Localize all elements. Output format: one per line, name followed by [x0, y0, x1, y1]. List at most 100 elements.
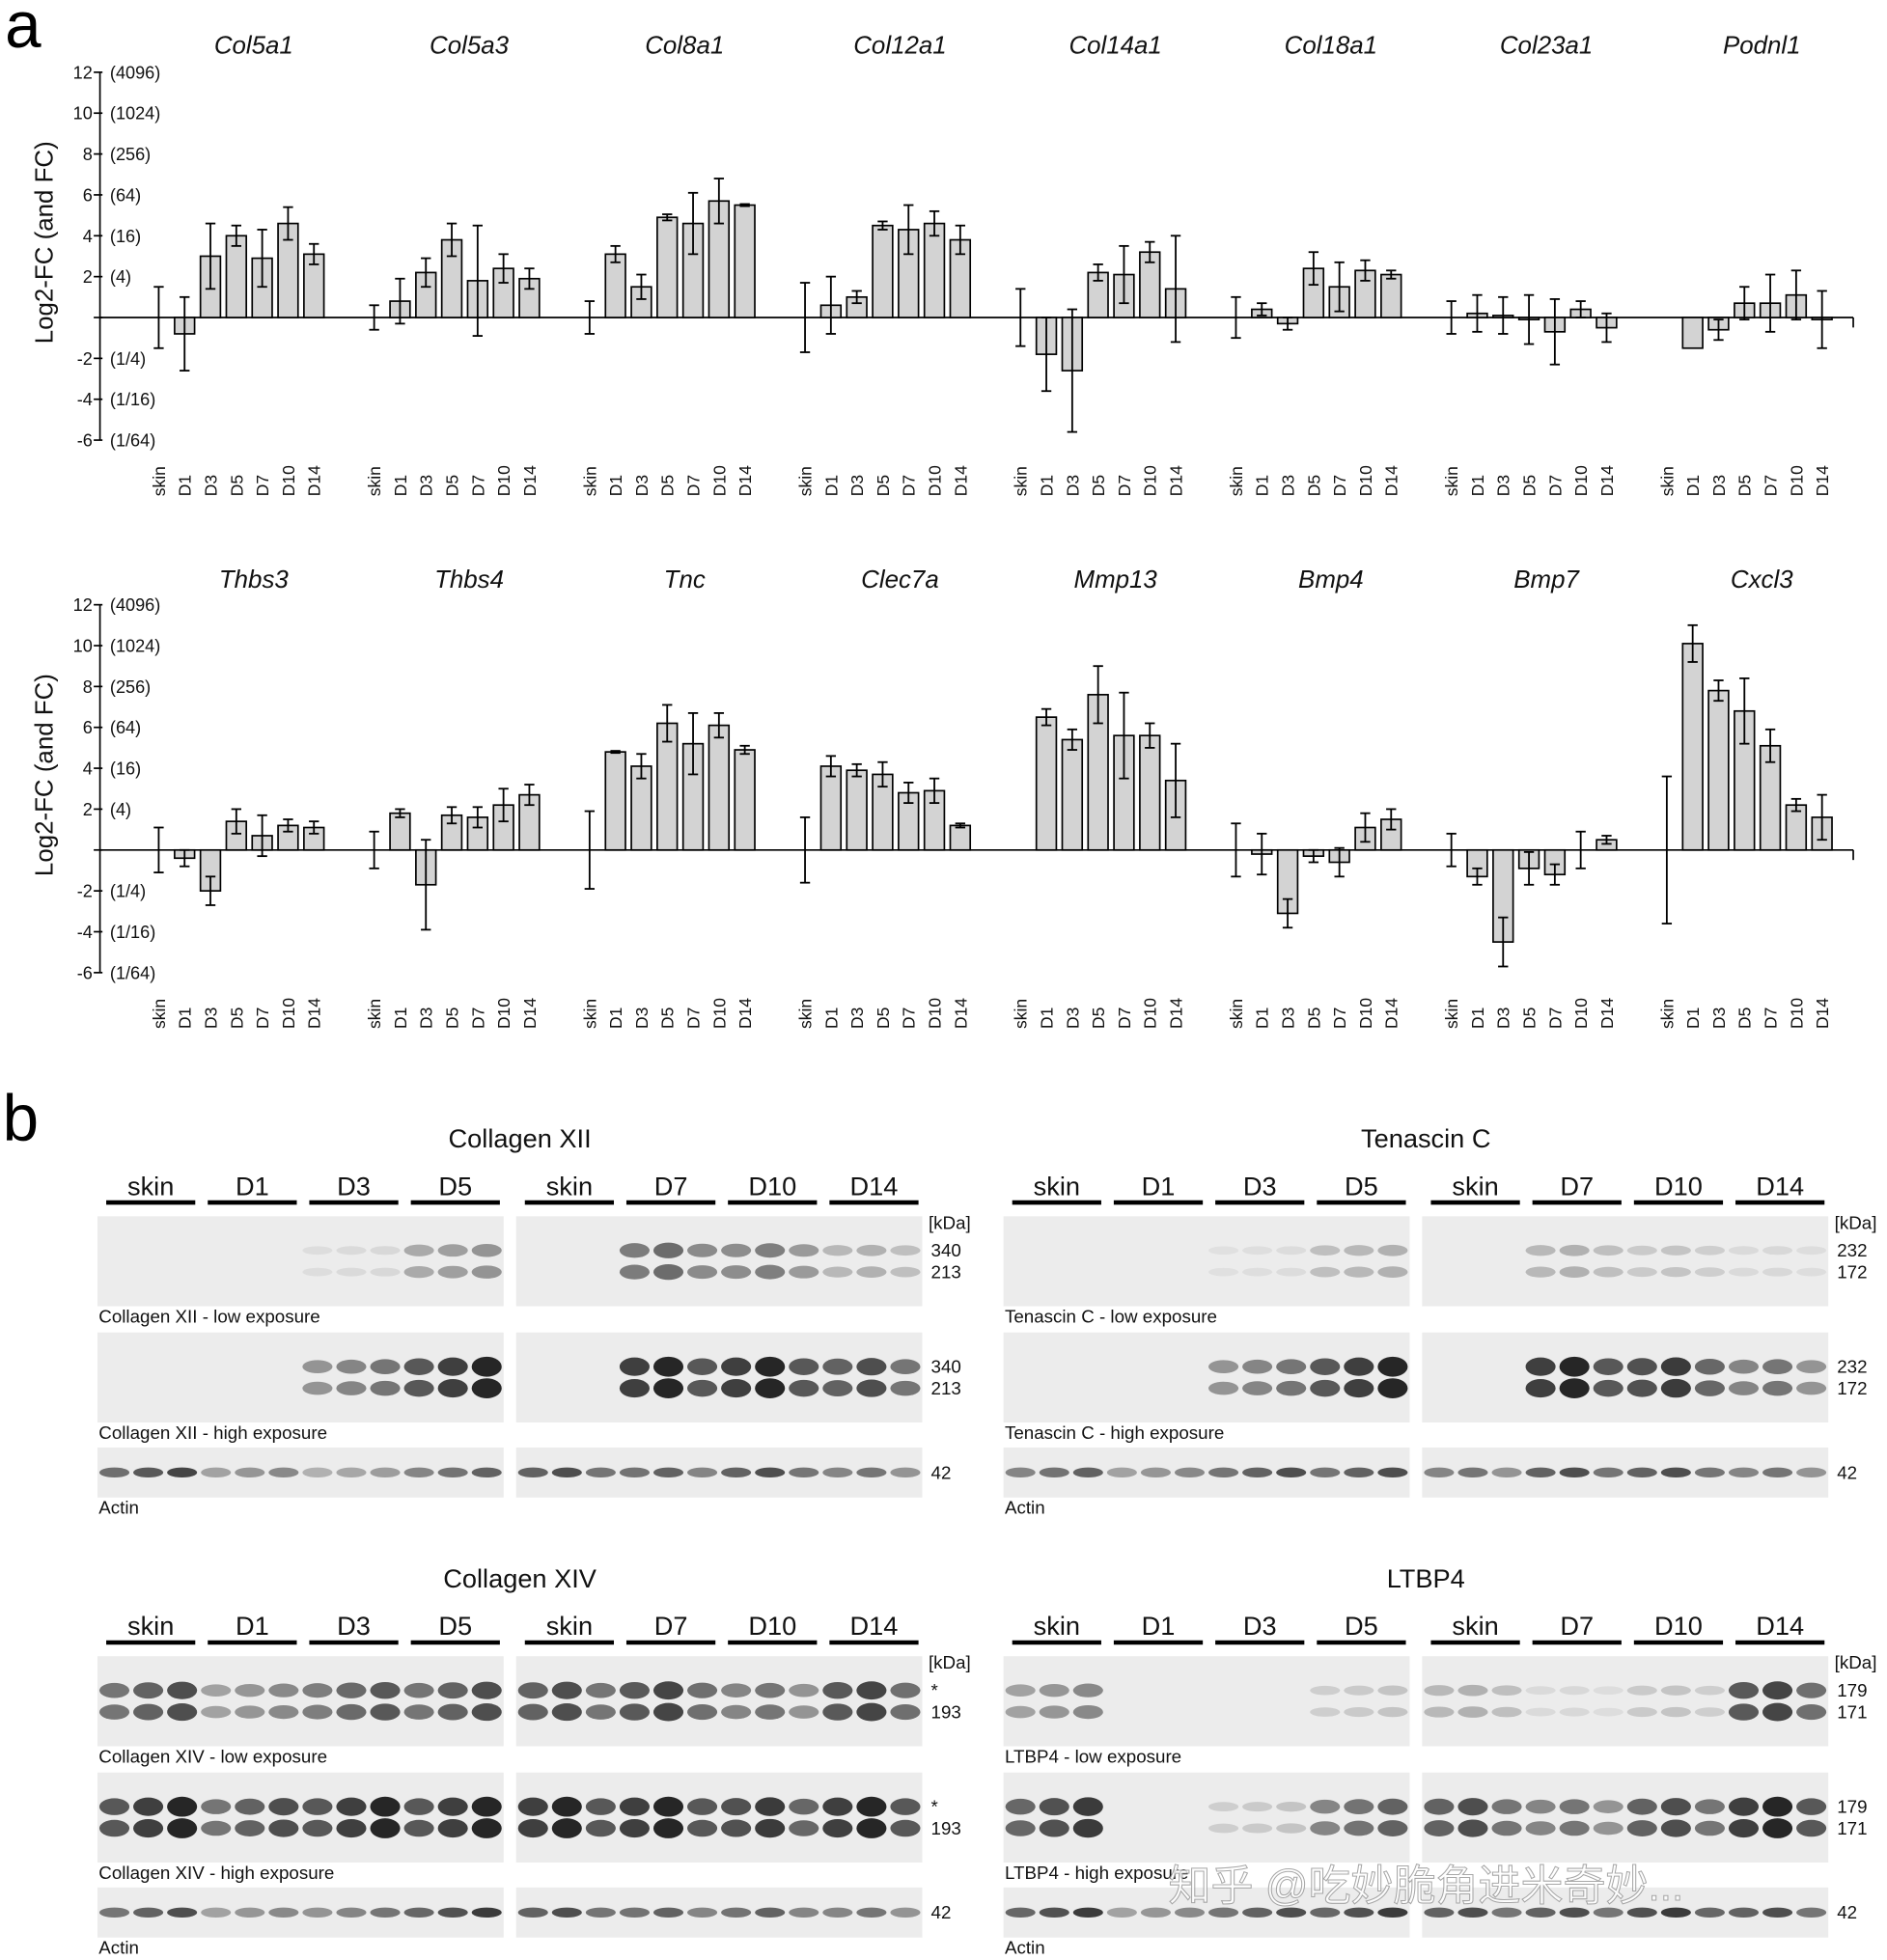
protein-band — [336, 1381, 367, 1395]
x-tick-label: D3 — [847, 1008, 867, 1029]
error-bar — [205, 875, 216, 906]
error-bar — [1472, 293, 1483, 333]
x-tick-label: D5 — [1735, 1008, 1755, 1029]
protein-band — [133, 1818, 164, 1838]
protein-band — [1310, 1266, 1341, 1278]
protein-band — [1660, 1266, 1691, 1278]
protein-band — [1005, 1798, 1036, 1815]
x-tick-label: D3 — [1063, 475, 1082, 496]
x-tick-label: D7 — [468, 1008, 487, 1029]
protein-band — [133, 1907, 164, 1918]
protein-band — [403, 1798, 434, 1815]
protein-band — [437, 1265, 468, 1279]
error-bar — [395, 808, 405, 818]
error-bar — [877, 220, 888, 231]
x-tick-label: D5 — [658, 1008, 678, 1029]
protein-band — [1593, 1707, 1623, 1717]
x-tick-label: D10 — [1571, 998, 1591, 1029]
protein-band — [551, 1467, 582, 1478]
bar — [389, 812, 411, 851]
protein-band — [1491, 1467, 1522, 1478]
x-tick-label: D14 — [1167, 465, 1186, 496]
protein-band — [167, 1703, 198, 1722]
protein-band — [98, 1798, 130, 1815]
protein-band — [1377, 1706, 1408, 1718]
protein-band — [98, 1682, 130, 1698]
lane-label: D3 — [337, 1611, 371, 1641]
chart-title: Col8a1 — [645, 33, 724, 60]
lane-label: D7 — [654, 1171, 688, 1201]
protein-band — [1377, 1798, 1408, 1815]
x-tick-label: D1 — [176, 1008, 195, 1029]
y-tick-fold-label: (256) — [110, 145, 151, 164]
protein-band — [652, 1242, 684, 1258]
protein-band — [1728, 1381, 1760, 1395]
protein-band — [1208, 1467, 1239, 1478]
protein-band — [302, 1798, 333, 1815]
x-tick-label: D3 — [1494, 1008, 1513, 1029]
chart-title: Col5a1 — [214, 33, 293, 60]
molecular-weight-marker: 340 — [931, 1357, 961, 1377]
protein-band — [471, 1818, 502, 1838]
protein-band — [1593, 1821, 1623, 1836]
x-tick-label: D10 — [494, 465, 513, 496]
blot-title: LTBP4 — [1387, 1563, 1465, 1593]
molecular-weight-marker: 42 — [931, 1462, 952, 1482]
protein-band — [721, 1265, 752, 1280]
protein-band — [890, 1245, 921, 1256]
protein-band — [403, 1379, 434, 1397]
protein-band — [167, 1796, 198, 1817]
error-bar — [1687, 623, 1698, 663]
strip-caption: Tenascin C - low exposure — [1005, 1306, 1217, 1326]
error-bar — [153, 826, 164, 873]
protein-band — [1072, 1704, 1103, 1720]
protein-band — [471, 1467, 502, 1478]
lane-label: skin — [1034, 1611, 1080, 1641]
protein-band — [1728, 1467, 1760, 1478]
error-bar — [231, 808, 242, 835]
chart-tnc: Tnc skin D1 D3 D5 D7 D10 D14 — [580, 566, 756, 1029]
protein-band — [437, 1244, 468, 1257]
molecular-weight-marker: 171 — [1837, 1818, 1867, 1838]
kda-header: [kDa] — [1835, 1652, 1877, 1672]
x-tick-label: D10 — [1356, 465, 1375, 496]
molecular-weight-marker: 213 — [931, 1378, 961, 1398]
protein-band — [789, 1907, 819, 1918]
x-tick-label: D5 — [658, 475, 678, 496]
protein-band — [471, 1356, 502, 1377]
blot-title: Collagen XII — [449, 1123, 592, 1153]
y-tick-fold-label: (1/4) — [110, 349, 146, 369]
protein-band — [1796, 1704, 1827, 1721]
y-tick-fold-label: (16) — [110, 759, 141, 779]
error-bar — [1067, 308, 1078, 433]
protein-band — [1005, 1467, 1036, 1478]
blot-membrane — [1003, 1447, 1410, 1498]
protein-band — [890, 1907, 921, 1918]
protein-band — [1174, 1467, 1206, 1478]
error-bar — [1549, 298, 1561, 366]
error-bar — [1041, 317, 1052, 393]
y-tick-label: -6 — [77, 963, 93, 982]
error-bar — [825, 755, 837, 778]
protein-band — [551, 1681, 582, 1699]
protein-band — [1762, 1359, 1793, 1374]
protein-band — [1039, 1798, 1069, 1816]
x-tick-label: D1 — [1253, 1008, 1272, 1029]
protein-band — [1660, 1245, 1691, 1256]
blot-membrane — [1003, 1216, 1410, 1307]
protein-band — [1344, 1907, 1374, 1918]
bar — [1061, 738, 1084, 851]
y-axis-label: Log2-FC (and FC) — [31, 674, 58, 876]
protein-band — [471, 1265, 502, 1279]
protein-band — [619, 1467, 650, 1478]
protein-band — [1796, 1467, 1827, 1478]
protein-band — [1762, 1818, 1793, 1838]
protein-band — [1660, 1467, 1691, 1478]
x-tick-label: D14 — [1382, 465, 1401, 496]
x-tick-label: D1 — [1683, 475, 1703, 496]
bar — [872, 224, 894, 318]
protein-band — [755, 1264, 786, 1280]
protein-band — [98, 1819, 130, 1837]
error-bar — [851, 762, 862, 778]
y-tick-fold-label: (256) — [110, 677, 151, 697]
